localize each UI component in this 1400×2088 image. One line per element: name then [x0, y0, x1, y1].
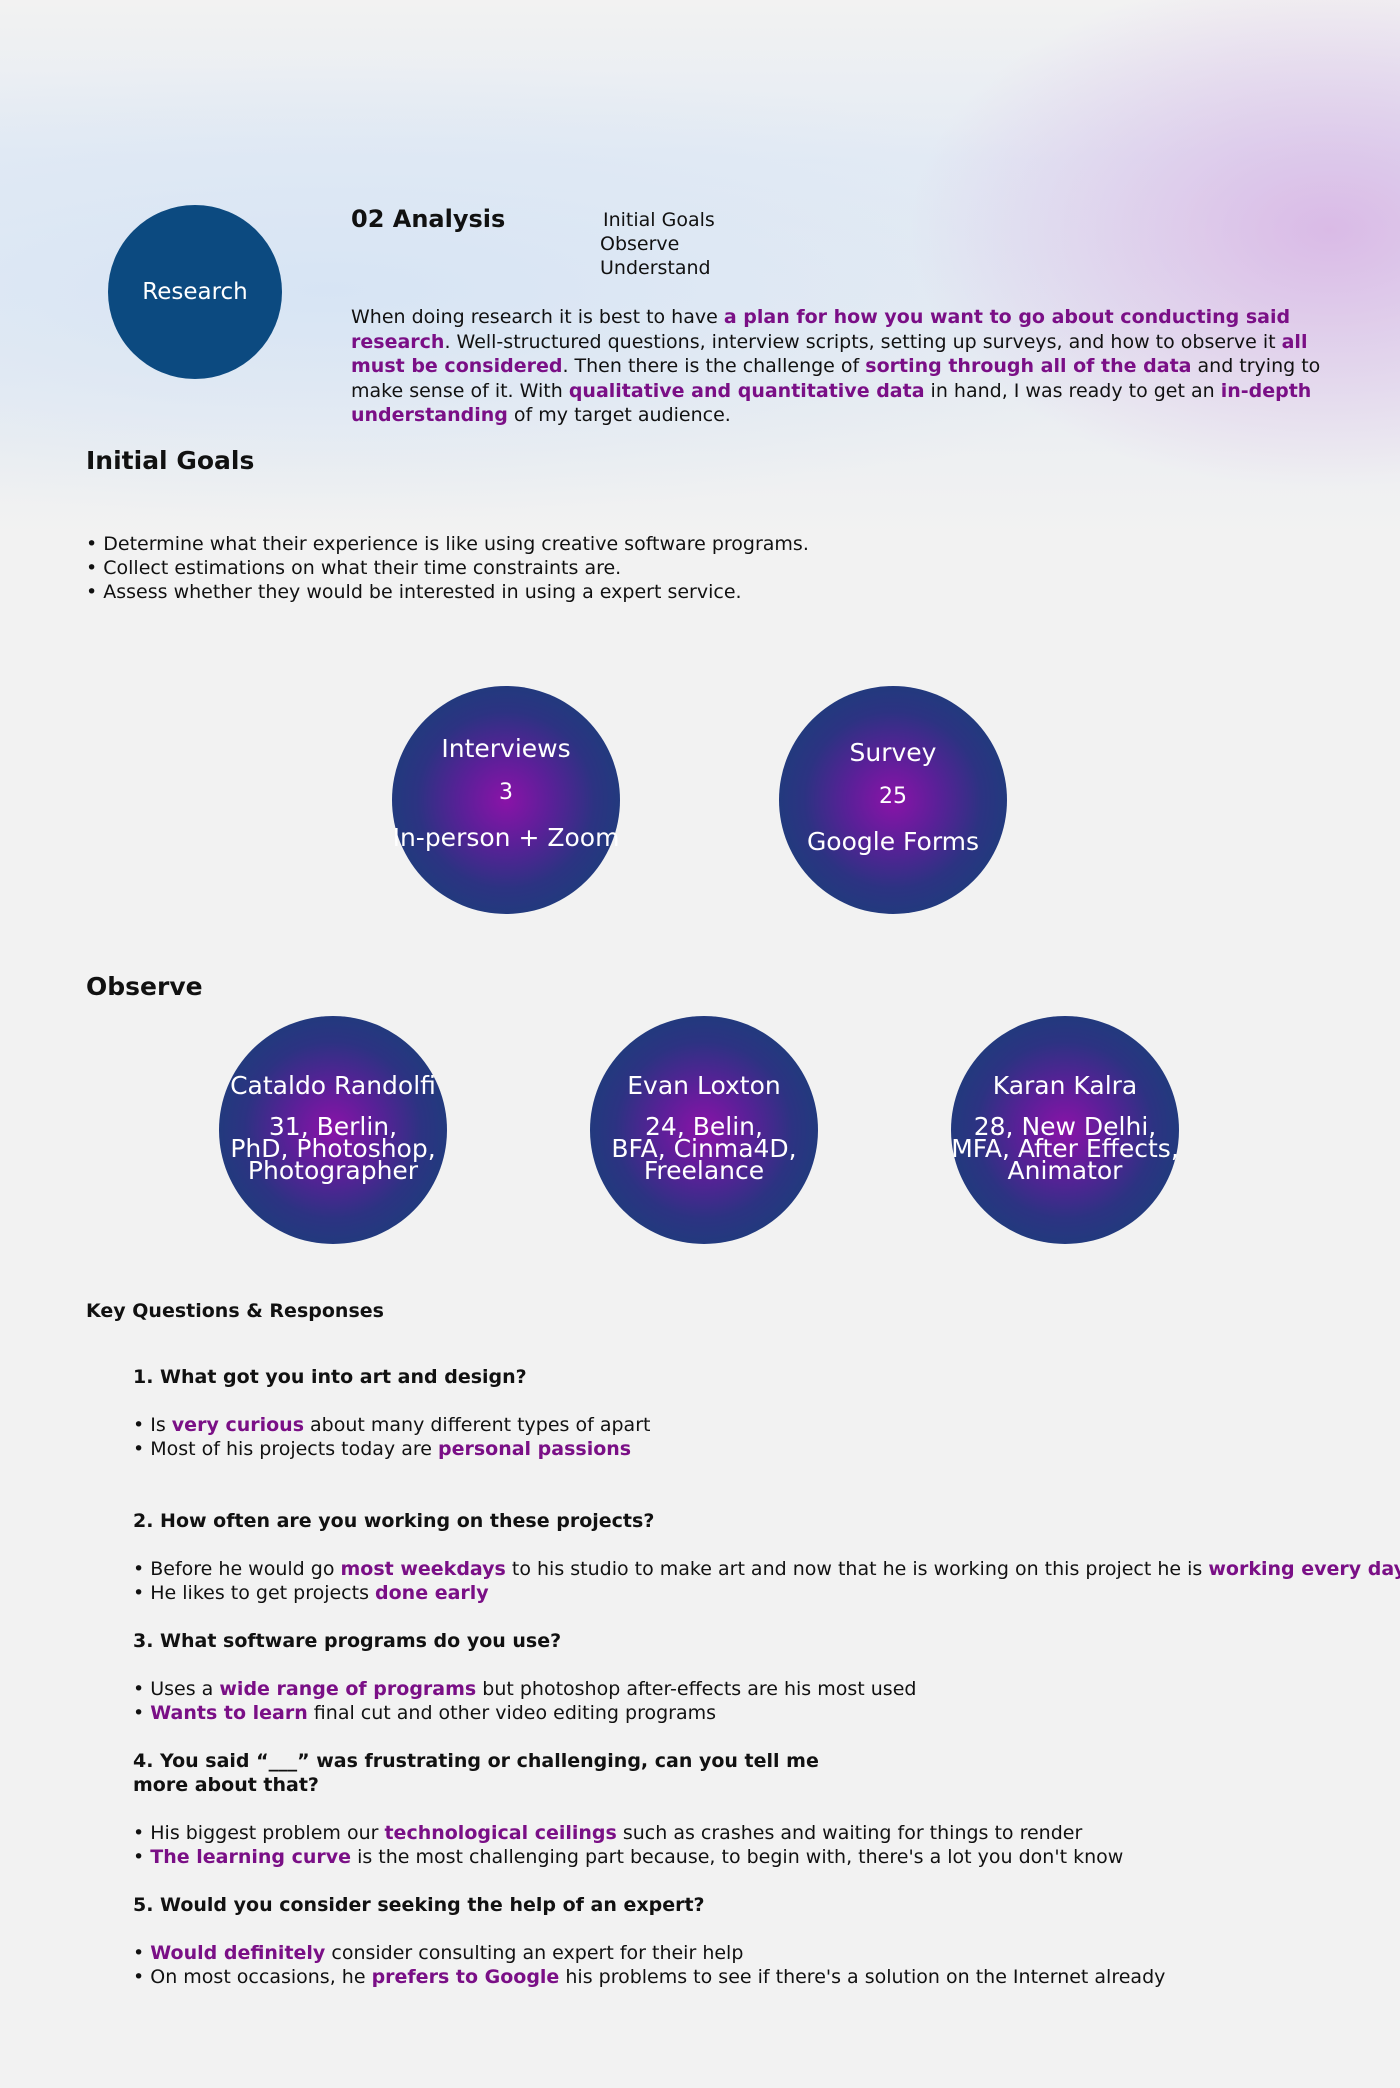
list-item: • His biggest problem our technological … — [133, 1822, 1083, 1844]
key-questions-heading: Key Questions & Responses — [86, 1300, 384, 1322]
persona-name: Karan Kalra — [992, 1071, 1138, 1100]
persona-name: Evan Loxton — [627, 1071, 781, 1100]
list-item: • On most occasions, he prefers to Googl… — [133, 1966, 1166, 1988]
persona-details: 24, Belin, BFA, Cinma4D, Freelance — [611, 1112, 797, 1185]
answers-3: • Uses a wide range of programs but phot… — [133, 1677, 916, 1725]
intro-paragraph: When doing research it is best to have a… — [351, 306, 1321, 426]
answers-4: • His biggest problem our technological … — [133, 1821, 1123, 1869]
persona-details: 28, New Delhi, MFA, After Effects, Anima… — [951, 1112, 1179, 1185]
nav-link-observe[interactable]: Observe — [600, 233, 680, 255]
question-3: 3. What software programs do you use? — [133, 1630, 562, 1652]
stat-count: 25 — [879, 784, 907, 809]
stat-method: In-person + Zoom — [392, 823, 620, 852]
initial-goals-list: • Determine what their experience is lik… — [86, 532, 809, 604]
question-5: 5. Would you consider seeking the help o… — [133, 1894, 705, 1916]
list-item: • Uses a wide range of programs but phot… — [133, 1678, 917, 1700]
survey-stat-circle: Survey 25 Google Forms — [779, 686, 1007, 914]
stat-count: 3 — [499, 780, 513, 805]
answers-5: • Would definitely consider consulting a… — [133, 1941, 1165, 1989]
research-circle: Research — [108, 205, 282, 379]
list-item: • He likes to get projects done early — [133, 1582, 489, 1604]
list-item: • Determine what their experience is lik… — [86, 533, 809, 555]
research-circle-label: Research — [142, 279, 248, 305]
list-item: • Most of his projects today are persona… — [133, 1438, 632, 1460]
persona-circle-evan: Evan Loxton 24, Belin, BFA, Cinma4D, Fre… — [590, 1016, 818, 1244]
list-item: • The learning curve is the most challen… — [133, 1846, 1124, 1868]
list-item: • Before he would go most weekdays to hi… — [133, 1558, 1400, 1580]
stat-label: Interviews — [441, 734, 571, 763]
list-item: • Wants to learn final cut and other vid… — [133, 1702, 717, 1724]
interviews-stat-circle: Interviews 3 In-person + Zoom — [392, 686, 620, 914]
section-nav: Initial Goals Observe Understand — [600, 208, 715, 280]
list-item: • Assess whether they would be intereste… — [86, 581, 742, 603]
persona-details: 31, Berlin, PhD, Photoshop, Photographer — [230, 1112, 436, 1185]
persona-circle-karan: Karan Kalra 28, New Delhi, MFA, After Ef… — [951, 1016, 1179, 1244]
list-item: • Would definitely consider consulting a… — [133, 1942, 744, 1964]
persona-name: Cataldo Randolfi — [230, 1071, 436, 1100]
list-item: • Collect estimations on what their time… — [86, 557, 622, 579]
question-1: 1. What got you into art and design? — [133, 1366, 527, 1388]
question-4: 4. You said “___” was frustrating or cha… — [133, 1750, 819, 1796]
observe-heading: Observe — [86, 972, 203, 1001]
initial-goals-heading: Initial Goals — [86, 446, 255, 475]
stat-method: Google Forms — [806, 827, 980, 856]
page-title: 02 Analysis — [351, 205, 506, 233]
persona-circle-cataldo: Cataldo Randolfi 31, Berlin, PhD, Photos… — [219, 1016, 447, 1244]
stat-label: Survey — [849, 738, 937, 767]
list-item: • Is very curious about many different t… — [133, 1414, 651, 1436]
nav-link-initial-goals[interactable]: Initial Goals — [603, 209, 715, 231]
question-2: 2. How often are you working on these pr… — [133, 1510, 655, 1532]
answers-2: • Before he would go most weekdays to hi… — [133, 1557, 1400, 1605]
nav-link-understand[interactable]: Understand — [600, 257, 711, 279]
answers-1: • Is very curious about many different t… — [133, 1413, 650, 1461]
